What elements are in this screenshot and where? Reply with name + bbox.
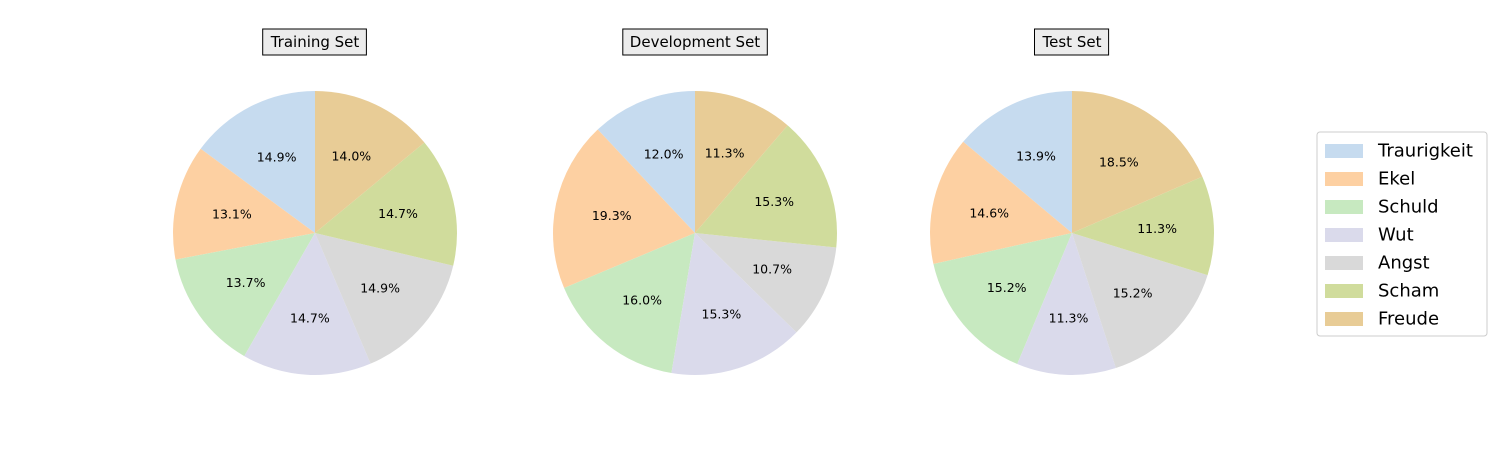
pie-test-set: 13.9% 14.6% 15.2% 11.3% 15.2% 11.3% 18.5% Test …	[929, 28, 1214, 375]
slice-ekel	[929, 141, 1072, 264]
slice-label-schuld: 16.0%	[622, 292, 662, 307]
slice-angst	[1072, 233, 1208, 369]
pie-title: Training Set	[270, 33, 360, 51]
slice-label-angst: 10.7%	[752, 262, 792, 277]
slice-scham	[315, 142, 457, 266]
legend-swatch-traurigkeit	[1325, 144, 1363, 158]
legend-swatch-freude	[1325, 312, 1363, 326]
slice-scham	[695, 125, 838, 248]
legend-label-traurigkeit: Traurigkeit	[1377, 141, 1473, 162]
slice-ekel	[553, 129, 695, 289]
legend-swatch-scham	[1325, 284, 1363, 298]
slice-scham	[1072, 176, 1214, 276]
pie-development-set: 12.0% 19.3% 16.0% 15.3% 10.7% 15.3% 11.3% Devel…	[553, 28, 838, 375]
slice-ekel	[173, 148, 315, 260]
slice-label-traurigkeit: 12.0%	[644, 146, 684, 161]
slice-label-freude: 18.5%	[1099, 154, 1139, 169]
legend-swatch-wut	[1325, 228, 1363, 242]
legend-label-ekel: Ekel	[1378, 169, 1415, 190]
legend-swatch-angst	[1325, 256, 1363, 270]
slice-freude	[1072, 91, 1203, 233]
slice-label-freude: 14.0%	[331, 148, 371, 163]
slice-wut	[244, 233, 371, 375]
pie-charts: 14.9% 13.1% 13.7% 14.7% 14.9% 14.7% 14.0% Train…	[173, 28, 1214, 375]
pie-title-box	[262, 28, 367, 56]
slice-schuld	[933, 233, 1072, 365]
slice-label-wut: 15.3%	[702, 307, 742, 322]
legend: Traurigkeit Ekel Schuld Wut Angst Scham Freude	[1316, 131, 1488, 337]
slice-label-angst: 14.9%	[360, 280, 400, 295]
slice-label-schuld: 13.7%	[226, 275, 266, 290]
legend-label-schuld: Schuld	[1378, 197, 1439, 218]
slice-label-freude: 11.3%	[705, 146, 745, 161]
slice-label-scham: 11.3%	[1137, 221, 1177, 236]
pie-title-box	[1034, 28, 1110, 56]
legend-swatch-ekel	[1325, 172, 1363, 186]
pie-title: Development Set	[630, 33, 760, 51]
legend-label-freude: Freude	[1378, 309, 1439, 330]
slice-label-wut: 14.7%	[290, 311, 330, 326]
slice-wut	[671, 233, 797, 375]
slice-label-traurigkeit: 13.9%	[1016, 148, 1056, 163]
legend-label-angst: Angst	[1378, 253, 1430, 274]
slice-label-wut: 11.3%	[1049, 311, 1089, 326]
slice-label-angst: 15.2%	[1113, 285, 1153, 300]
slice-schuld	[175, 233, 315, 357]
slice-label-traurigkeit: 14.9%	[257, 150, 297, 165]
slice-label-ekel: 19.3%	[592, 208, 632, 223]
slice-label-ekel: 13.1%	[212, 207, 252, 222]
slice-label-schuld: 15.2%	[987, 280, 1027, 295]
slice-schuld	[564, 233, 695, 374]
slice-traurigkeit	[200, 91, 315, 233]
pie-title: Test Set	[1042, 33, 1102, 51]
slice-traurigkeit	[963, 91, 1072, 233]
slice-angst	[695, 233, 837, 333]
slice-freude	[315, 91, 425, 233]
slice-traurigkeit	[597, 91, 695, 233]
legend-label-scham: Scham	[1378, 281, 1439, 302]
slice-freude	[695, 91, 788, 233]
slice-label-scham: 14.7%	[378, 206, 418, 221]
slice-angst	[315, 233, 454, 364]
slice-wut	[1017, 233, 1116, 375]
pie-training-set: 14.9% 13.1% 13.7% 14.7% 14.9% 14.7% 14.0% Train…	[173, 28, 457, 375]
pie-title-box	[622, 28, 768, 56]
legend-label-wut: Wut	[1378, 225, 1414, 246]
slice-label-scham: 15.3%	[754, 194, 794, 209]
legend-swatch-schuld	[1325, 200, 1363, 214]
slice-label-ekel: 14.6%	[969, 205, 1009, 220]
